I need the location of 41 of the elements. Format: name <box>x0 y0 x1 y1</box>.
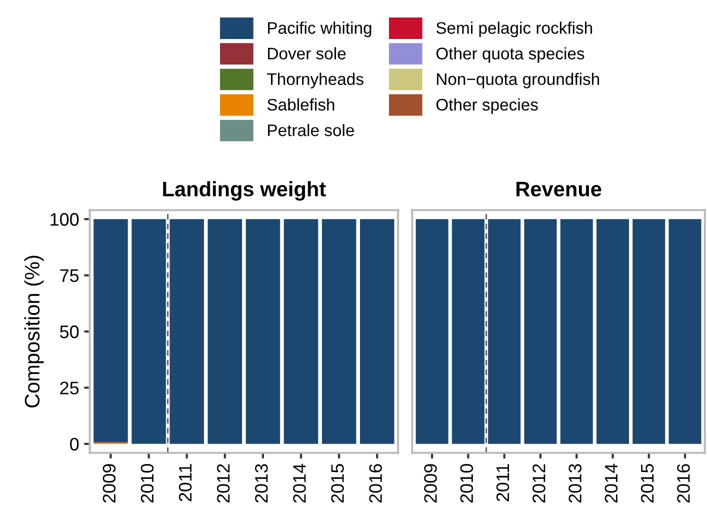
x-tick-label: 2012 <box>216 464 230 503</box>
bar <box>246 219 280 444</box>
legend-label: Pacific whiting <box>268 22 372 38</box>
x-tick-label: 2016 <box>369 464 382 503</box>
legend-label: Non−quota groundfish <box>436 72 600 88</box>
x-tick-label: 2015 <box>640 464 654 503</box>
x-tick-label: 2013 <box>568 464 582 503</box>
bar <box>132 219 166 444</box>
legend-label: Other species <box>436 98 538 114</box>
bar <box>284 219 318 444</box>
x-tick-label: 2009 <box>424 464 437 503</box>
chart-title: Landings weight <box>163 181 326 201</box>
bar <box>208 219 242 444</box>
legend-label: Other quota species <box>436 47 584 63</box>
x-tick-label: 2010 <box>140 464 154 503</box>
y-tick-label: 0 <box>70 438 79 451</box>
y-tick-label: 75 <box>60 269 79 282</box>
bar <box>94 219 128 442</box>
x-tick-label: 2016 <box>677 464 690 503</box>
x-tick-label: 2014 <box>293 464 306 503</box>
bar <box>322 219 356 444</box>
legend-label: Sablefish <box>267 98 334 111</box>
x-tick-label: 2011 <box>496 464 510 502</box>
bar <box>360 219 394 444</box>
chart-title: Revenue <box>516 182 602 196</box>
x-tick-label: 2011 <box>178 464 192 502</box>
legend-label: Thornyheads <box>267 72 364 88</box>
legend-label: Semi pelagic rockfish <box>436 22 592 38</box>
legend-label: Petrale sole <box>268 124 354 136</box>
x-tick-label: 2014 <box>604 464 618 503</box>
bar <box>170 219 204 444</box>
x-tick-label: 2013 <box>255 464 268 503</box>
y-tick-label: 100 <box>50 213 79 226</box>
legend-label: Dover sole <box>268 47 346 60</box>
x-tick-label: 2009 <box>102 464 116 503</box>
x-tick-label: 2015 <box>331 464 344 503</box>
x-tick-label: 2010 <box>460 464 474 503</box>
y-tick-label: 50 <box>60 325 79 338</box>
y-tick-label: 25 <box>60 382 79 394</box>
y-axis-title: Composition (%) <box>24 256 44 408</box>
x-tick-label: 2012 <box>532 464 546 503</box>
